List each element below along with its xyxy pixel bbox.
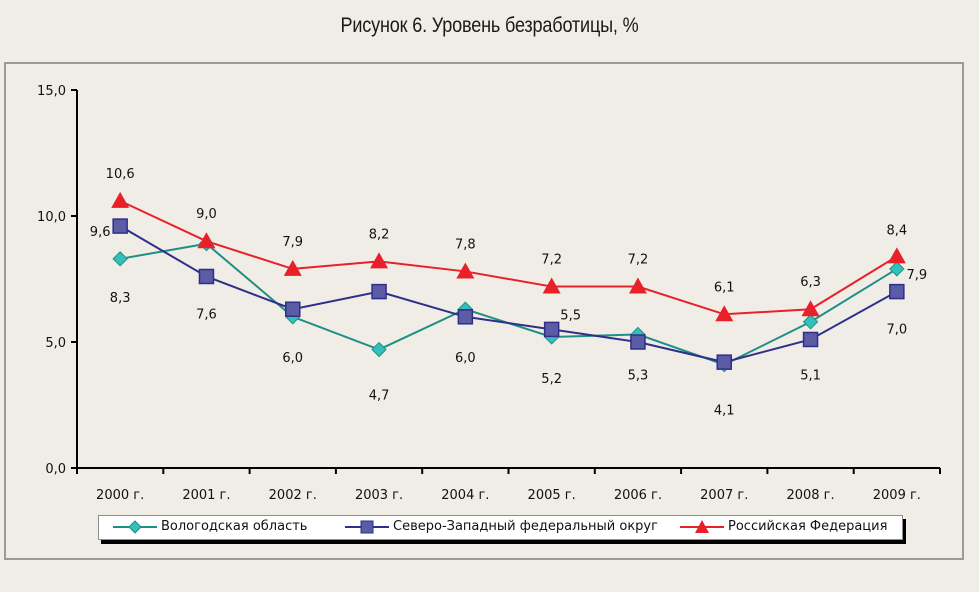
series-line: [119, 225, 898, 364]
data-point-square: [198, 268, 215, 285]
data-label: 5,5: [560, 308, 581, 323]
data-point-diamond: [371, 341, 387, 358]
data-label: 10,6: [106, 167, 135, 182]
legend-item-russia: Российская Федерация: [680, 519, 887, 534]
x-tick-label: 2007 г.: [700, 488, 748, 503]
data-label: 5,3: [628, 368, 649, 383]
y-tick-label: 15,0: [37, 84, 66, 99]
data-point-triangle: [197, 232, 216, 249]
data-point-triangle: [715, 305, 734, 322]
series-markers: [111, 191, 906, 373]
data-label: 5,2: [541, 372, 562, 387]
data-point-square: [457, 309, 474, 325]
legend: Вологодская область Северо-Западный феде…: [98, 515, 903, 540]
data-point-square: [630, 334, 646, 350]
data-point-triangle: [111, 191, 130, 208]
data-label: 9,6: [90, 225, 111, 240]
data-label: 7,0: [887, 323, 908, 338]
data-label: 7,9: [907, 268, 928, 283]
data-label: 4,7: [369, 389, 390, 404]
y-tick-label: 5,0: [45, 336, 66, 351]
data-point-triangle: [370, 252, 389, 269]
x-tick-label: 2000 г.: [96, 488, 144, 503]
x-tick-label: 2001 г.: [182, 488, 230, 503]
data-label: 7,8: [455, 237, 476, 252]
data-point-square: [889, 283, 905, 300]
data-label: 6,1: [714, 280, 735, 295]
data-labels: 8,3 6,0 4,7 5,2 5,3 4,1 7,9 9,6 7,6 6,0 5,5 5,1 7,0 1…: [90, 167, 927, 419]
data-point-triangle: [801, 300, 820, 317]
data-label: 9,0: [196, 207, 217, 222]
data-label: 6,0: [282, 351, 303, 366]
data-label: 4,1: [714, 404, 735, 419]
triangle-marker-icon: [680, 519, 724, 533]
chart-frame: [4, 62, 964, 560]
data-point-triangle: [542, 277, 561, 294]
y-tick-label: 10,0: [37, 210, 66, 225]
series-line: [119, 199, 898, 316]
x-tick-label: 2006 г.: [614, 488, 662, 503]
data-label: 7,6: [196, 307, 217, 322]
chart-title: Рисунок 6. Уровень безработицы, %: [340, 14, 639, 37]
data-point-square: [371, 283, 387, 300]
data-label: 6,0: [455, 351, 476, 366]
data-label: 7,9: [282, 235, 303, 250]
data-point-triangle: [887, 247, 906, 264]
data-point-square: [112, 218, 128, 234]
data-point-square: [802, 331, 819, 348]
data-label: 8,3: [110, 291, 131, 306]
square-marker-icon: [345, 520, 389, 533]
data-point-square: [285, 301, 301, 317]
data-point-square: [543, 321, 560, 338]
x-tick-label: 2009 г.: [873, 488, 921, 503]
legend-label: Северо-Западный федеральный округ: [393, 519, 658, 534]
x-tick-label: 2008 г.: [786, 488, 834, 503]
data-point-diamond: [802, 314, 819, 330]
data-point-square: [716, 354, 732, 370]
data-point-diamond: [112, 251, 128, 267]
y-tick-label: 0,0: [45, 462, 66, 477]
data-label: 8,4: [887, 223, 908, 238]
data-label: 5,1: [800, 368, 821, 383]
legend-label: Российская Федерация: [728, 519, 888, 534]
diamond-marker-icon: [113, 519, 157, 534]
data-point-diamond: [889, 261, 905, 277]
data-point-triangle: [456, 262, 475, 279]
x-tick-label: 2003 г.: [355, 488, 403, 503]
data-label: 8,2: [369, 227, 390, 242]
data-point-triangle: [628, 277, 647, 294]
legend-item-vologda: Вологодская область: [113, 519, 307, 534]
data-point-triangle: [283, 259, 302, 276]
x-tick-label: 2002 г.: [269, 488, 317, 503]
series-lines: [119, 199, 898, 366]
data-label: 6,3: [800, 275, 821, 290]
data-label: 7,2: [541, 253, 562, 268]
x-tick-label: 2004 г.: [441, 488, 489, 503]
data-label: 7,2: [628, 253, 649, 268]
axes: 0,0 5,0 10,0 15,0 2000 г. 2001 г. 2002 г. 2003 …: [37, 84, 941, 503]
x-tick-label: 2005 г.: [528, 488, 576, 503]
legend-item-northwest: Северо-Западный федеральный округ: [345, 519, 658, 534]
legend-label: Вологодская область: [161, 519, 308, 534]
